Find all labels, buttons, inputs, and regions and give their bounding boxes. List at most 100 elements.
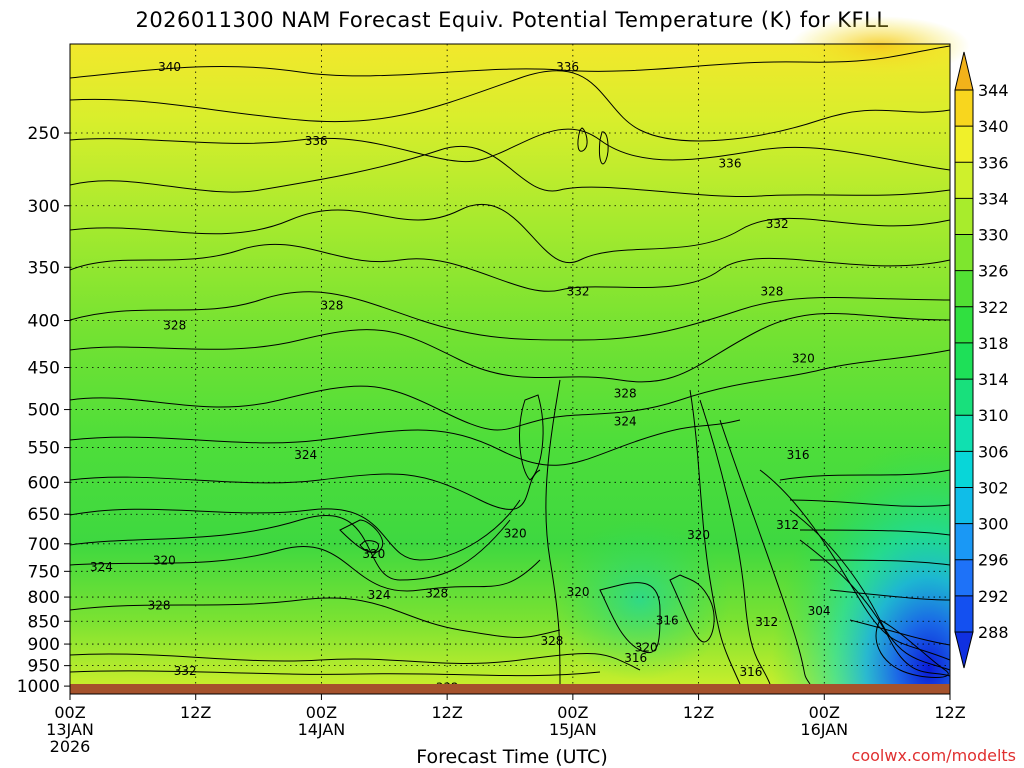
contour-label: 328 [760,285,783,299]
y-tick-label: 800 [28,588,60,608]
contour-label: 320 [635,641,658,655]
x-tick-label: 12Z [683,703,714,722]
colorbar-label: 296 [978,551,1009,570]
contour-label: 328 [614,386,637,400]
colorbar-min-arrow [954,631,974,669]
colorbar-label: 334 [978,189,1009,208]
colorbar-segment [955,90,973,127]
contour-label: 320 [153,554,176,568]
colorbar-segment [955,306,973,343]
colorbar: 288 292 296 300 302 306 310 314 318 322 326 330 334 3… [954,51,1009,669]
x-tick-label: 12Z [934,703,965,722]
chart-title: 2026011300 NAM Forecast Equiv. Potential… [135,8,889,32]
colorbar-segment [955,126,973,163]
contour-label: 320 [567,585,590,599]
colorbar-segment [955,162,973,199]
colorbar-label: 292 [978,587,1009,606]
colorbar-label: 302 [978,478,1009,497]
contour-label: 324 [294,448,317,462]
colorbar-label: 306 [978,442,1009,461]
colorbar-segment [955,379,973,416]
colorbar-segment [955,198,973,235]
y-tick-label: 350 [28,258,60,278]
colorbar-segment [955,523,973,560]
colorbar-label: 318 [978,334,1009,353]
contour-label: 336 [305,134,328,148]
colorbar-label: 310 [978,406,1009,425]
x-tick-label: 13JAN [46,720,94,739]
colorbar-label: 336 [978,153,1009,172]
contour-label: 332 [766,217,789,231]
contour-label: 312 [755,615,778,629]
y-tick-label: 650 [28,505,60,525]
contour-labels: 340 3363363363323323283283283203283243163… [90,60,831,694]
contour-label: 328 [425,587,448,601]
ground-band [70,684,950,694]
contour-label: 316 [656,613,679,627]
colorbar-label: 288 [978,623,1009,642]
colorbar-label: 344 [978,81,1009,100]
x-tick-label: 00Z [809,703,840,722]
y-tick-label: 300 [28,197,60,217]
contour-label: 336 [556,60,579,74]
colorbar-label: 322 [978,298,1009,317]
y-tick-label: 950 [28,657,60,677]
contour-label: 320 [504,526,527,540]
contour-label: 320 [362,547,385,561]
x-tick-label: 15JAN [549,720,597,739]
colorbar-label: 326 [978,262,1009,281]
y-tick-label: 550 [28,439,60,459]
contour-label: 332 [174,664,197,678]
y-tick-label: 750 [28,562,60,582]
contour-label: 332 [567,285,590,299]
colorbar-segment [955,234,973,271]
colorbar-label: 330 [978,226,1009,245]
contour-label: 304 [808,604,831,618]
contour-label: 328 [540,634,563,648]
x-axis-title: Forecast Time (UTC) [416,746,608,768]
contour-label: 340 [158,60,181,74]
source-credit: coolwx.com/modelts [851,746,1016,765]
colorbar-label: 300 [978,515,1009,534]
contour-label: 312 [776,518,799,532]
colorbar-segment [955,342,973,380]
colorbar-segment [955,487,973,524]
x-tick-label: 12Z [180,703,211,722]
y-tick-label: 400 [28,312,60,332]
colorbar-label: 314 [978,370,1009,389]
contour-label: 328 [163,318,186,332]
contour-label: 328 [148,598,171,612]
contour-label: 324 [614,414,637,428]
x-tick-label: 16JAN [800,720,848,739]
contour-label: 324 [90,560,113,574]
y-axis: 250 300 350 400 450 500 550 600 650 700 750 800 850 9… [17,124,70,697]
colorbar-segment [955,595,973,632]
colorbar-segment [955,415,973,452]
colorbar-segment [955,559,973,596]
x-tick-label: 14JAN [298,720,346,739]
x-tick-label: 00Z [557,703,588,722]
contour-label: 324 [368,588,391,602]
contour-label: 320 [792,352,815,366]
y-tick-label: 1000 [17,677,60,697]
contour-label: 316 [739,665,762,679]
y-tick-label: 250 [28,124,60,144]
contour-label: 336 [719,157,742,171]
y-tick-label: 450 [28,359,60,379]
contour-lines [69,45,951,685]
contour-label: 316 [624,651,647,665]
contour-label: 320 [687,528,710,542]
y-tick-label: 700 [28,535,60,555]
theta-e-field [70,16,970,684]
y-tick-label: 500 [28,401,60,421]
plot-frame [69,43,951,695]
y-tick-label: 850 [28,612,60,632]
contour-label: 328 [320,298,343,312]
colorbar-label: 340 [978,117,1009,136]
x-tick-label: 00Z [54,703,85,722]
colorbar-segment [955,451,973,488]
colorbar-segment [955,270,973,307]
y-tick-label: 600 [28,473,60,493]
